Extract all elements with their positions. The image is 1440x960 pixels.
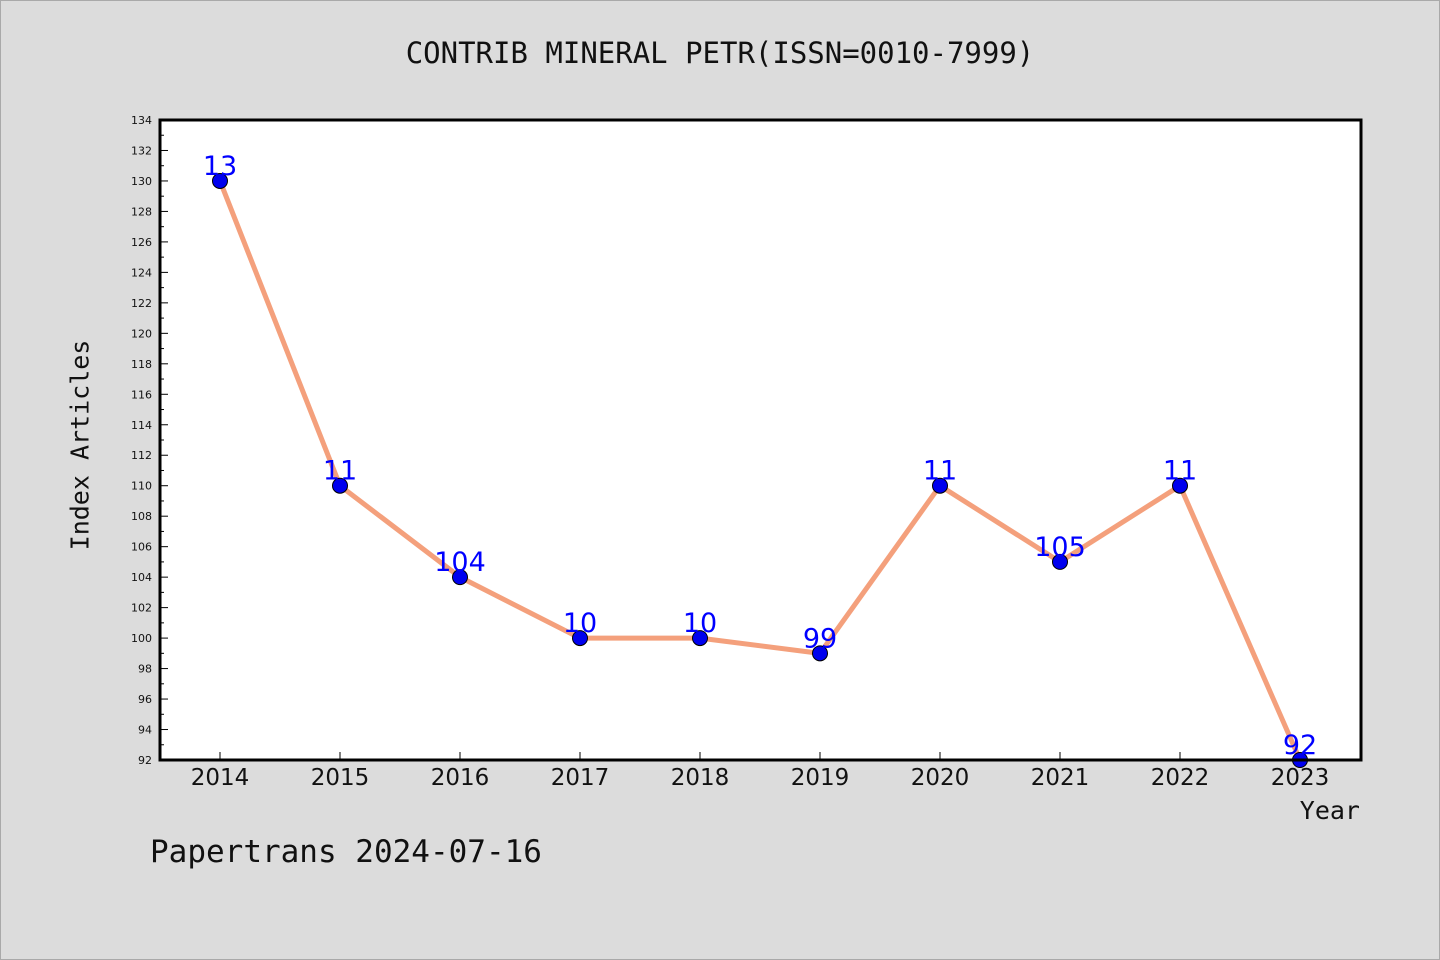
y-tick-label: 108 — [131, 510, 152, 523]
data-point — [452, 569, 468, 586]
chart-title: CONTRIB MINERAL PETR(ISSN=0010-7999) — [405, 36, 1035, 70]
x-tick-label: 2017 — [551, 765, 610, 791]
x-axis-label: Year — [1299, 796, 1360, 825]
y-tick-label: 100 — [131, 632, 152, 645]
footer-credit: Papertrans 2024-07-16 — [150, 834, 542, 870]
data-label: 11 — [1163, 456, 1197, 487]
y-tick-label: 102 — [131, 602, 152, 615]
y-tick-label: 96 — [138, 693, 152, 706]
data-point — [692, 630, 708, 647]
x-tick-label: 2019 — [791, 765, 850, 791]
y-tick-label: 94 — [138, 724, 152, 737]
y-tick-label: 128 — [131, 205, 152, 218]
data-point — [932, 477, 948, 494]
data-label: 105 — [1034, 532, 1086, 563]
data-label: 99 — [803, 623, 837, 654]
data-label: 10 — [563, 608, 597, 639]
y-tick-label: 114 — [131, 419, 152, 432]
y-tick-label: 132 — [131, 144, 152, 157]
plot-border — [158, 118, 1363, 762]
y-tick-label: 124 — [131, 266, 152, 279]
series-line — [217, 180, 1303, 762]
data-markers — [212, 172, 1308, 768]
data-label: 11 — [923, 456, 957, 487]
data-label: 10 — [683, 608, 717, 639]
data-point — [1172, 477, 1188, 494]
x-tick-label: 2023 — [1271, 765, 1330, 791]
y-tick-label: 122 — [131, 297, 152, 310]
y-tick-label: 134 — [131, 114, 152, 127]
x-tick-label: 2020 — [911, 765, 970, 791]
y-axis-ticks: 92 94 96 98 100 102 104 106 108 110 112 114 116 118 12… — [131, 114, 168, 767]
x-tick-label: 2014 — [191, 765, 250, 791]
series-line-group — [217, 180, 1303, 762]
data-point — [572, 630, 588, 647]
data-label: 92 — [1283, 730, 1317, 761]
x-axis-ticks: 2014 2015 2016 2017 2018 2019 2020 2021 2022 2023 — [191, 752, 1330, 791]
y-tick-label: 112 — [131, 449, 152, 462]
x-tick-label: 2022 — [1151, 765, 1210, 791]
x-tick-label: 2018 — [671, 765, 730, 791]
y-tick-label: 92 — [138, 754, 152, 767]
y-tick-label: 110 — [131, 480, 152, 493]
y-tick-label: 106 — [131, 541, 152, 554]
x-tick-label: 2016 — [431, 765, 490, 791]
data-point — [212, 172, 228, 189]
data-point — [812, 645, 828, 662]
y-tick-label: 118 — [131, 358, 152, 371]
y-tick-label: 120 — [131, 327, 152, 340]
data-labels: 13 11 104 10 10 99 11 105 11 92 — [203, 151, 1317, 761]
y-tick-label: 116 — [131, 388, 152, 401]
data-point — [1052, 553, 1068, 570]
data-label: 13 — [203, 151, 237, 182]
y-tick-label: 104 — [131, 571, 152, 584]
data-point — [332, 477, 348, 494]
data-label: 11 — [323, 456, 357, 487]
y-tick-label: 126 — [131, 236, 152, 249]
x-tick-label: 2021 — [1031, 765, 1090, 791]
y-tick-label: 130 — [131, 175, 152, 188]
plot-area — [160, 120, 1361, 760]
data-label: 104 — [434, 547, 486, 578]
y-tick-label: 98 — [138, 663, 152, 676]
x-tick-label: 2015 — [311, 765, 370, 791]
